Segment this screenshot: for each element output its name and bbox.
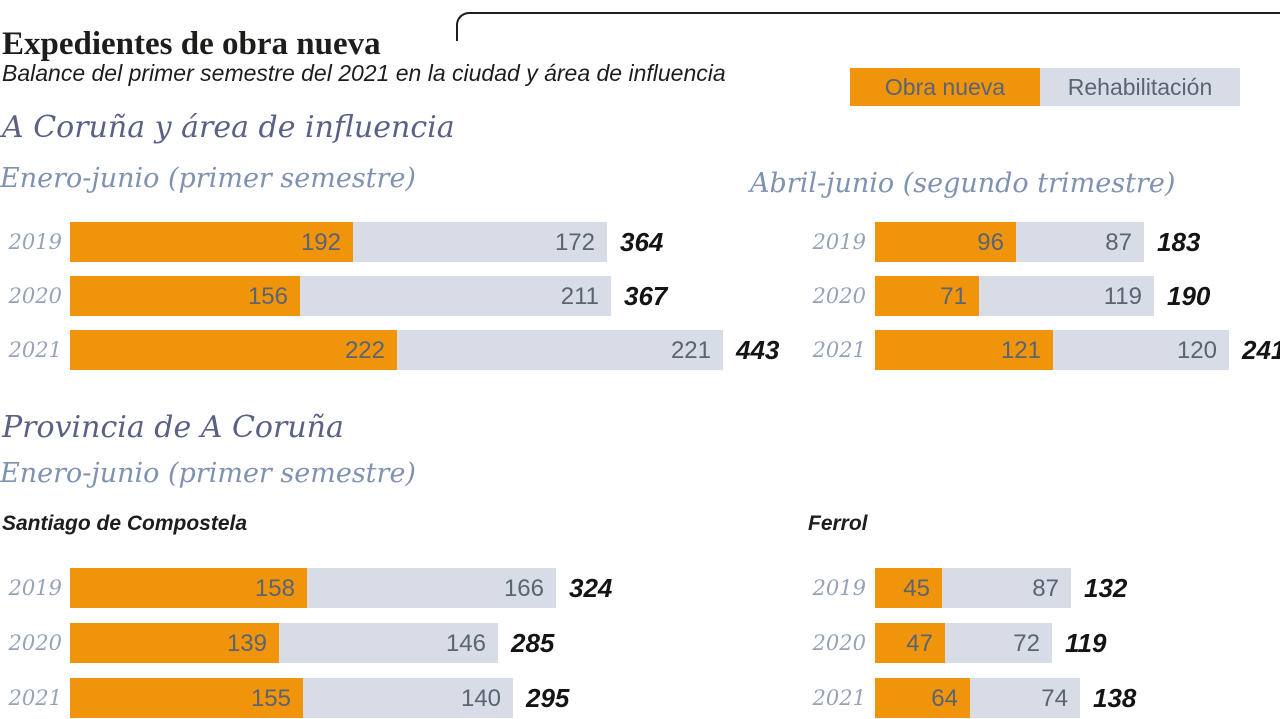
total-label: 364: [620, 226, 664, 257]
year-label: 2020: [812, 284, 866, 308]
rehabilitacion-bar-segment: 119: [979, 276, 1154, 316]
total-label: 285: [511, 627, 555, 658]
year-label: 2019: [8, 230, 62, 254]
year-label: 2021: [812, 686, 866, 710]
chart-subtitle-enero-junio: Enero-junio (primer semestre): [0, 163, 416, 194]
bar-row: 2020 71 119 190: [740, 276, 1280, 316]
stacked-bar: 96 87: [875, 222, 1144, 262]
section-title-provincia: Provincia de A Coruña: [2, 410, 344, 445]
chart-subtitle-abril-junio: Abril-junio (segundo trimestre): [750, 168, 1176, 199]
chart-coruna-enero-junio: 2019 192 172 364 2020 156 211 367 2021 222 221 443: [0, 222, 779, 384]
obra-nueva-bar-segment: 222: [70, 330, 397, 370]
page-subtitle: Balance del primer semestre del 2021 en …: [2, 60, 726, 86]
stacked-bar: 45 87: [875, 568, 1071, 608]
rehabilitacion-bar-segment: 211: [300, 276, 611, 316]
section-subtitle-enero-junio: Enero-junio (primer semestre): [0, 458, 416, 489]
total-label: 138: [1093, 682, 1137, 713]
total-label: 132: [1084, 572, 1128, 603]
obra-nueva-bar-segment: 192: [70, 222, 353, 262]
total-label: 367: [624, 280, 668, 311]
bar-row: 2019 45 87 132: [740, 568, 1136, 608]
obra-nueva-bar-segment: 71: [875, 276, 979, 316]
city-label-ferrol: Ferrol: [808, 512, 868, 535]
stacked-bar: 156 211: [70, 276, 611, 316]
bar-row: 2020 139 146 285: [0, 623, 612, 663]
stacked-bar: 222 221: [70, 330, 723, 370]
legend-item-rehabilitacion: Rehabilitación: [1040, 68, 1240, 106]
bar-row: 2021 155 140 295: [0, 678, 612, 718]
total-label: 324: [569, 572, 613, 603]
year-label: 2019: [812, 576, 866, 600]
chart-ferrol: 2019 45 87 132 2020 47 72 119 2021 64 74 138: [740, 568, 1136, 719]
bar-row: 2019 158 166 324: [0, 568, 612, 608]
obra-nueva-bar-segment: 156: [70, 276, 300, 316]
bar-row: 2021 64 74 138: [740, 678, 1136, 718]
total-label: 183: [1157, 226, 1201, 257]
bar-row: 2021 222 221 443: [0, 330, 779, 370]
stacked-bar: 158 166: [70, 568, 556, 608]
rehabilitacion-bar-segment: 140: [303, 678, 513, 718]
rehabilitacion-bar-segment: 87: [942, 568, 1071, 608]
stacked-bar: 47 72: [875, 623, 1052, 663]
obra-nueva-bar-segment: 139: [70, 623, 279, 663]
year-label: 2020: [8, 284, 62, 308]
legend-item-obra-nueva: Obra nueva: [850, 68, 1040, 106]
year-label: 2020: [812, 631, 866, 655]
year-label: 2019: [8, 576, 62, 600]
rehabilitacion-bar-segment: 221: [397, 330, 723, 370]
stacked-bar: 192 172: [70, 222, 607, 262]
city-label-santiago: Santiago de Compostela: [2, 512, 248, 535]
rehabilitacion-bar-segment: 74: [970, 678, 1080, 718]
bar-row: 2020 156 211 367: [0, 276, 779, 316]
year-label: 2021: [8, 686, 62, 710]
obra-nueva-bar-segment: 47: [875, 623, 945, 663]
stacked-bar: 139 146: [70, 623, 498, 663]
stacked-bar: 155 140: [70, 678, 513, 718]
total-label: 443: [736, 334, 780, 365]
rehabilitacion-bar-segment: 120: [1053, 330, 1229, 370]
total-label: 241: [1242, 334, 1280, 365]
year-label: 2020: [8, 631, 62, 655]
chart-santiago: 2019 158 166 324 2020 139 146 285 2021 155 140 295: [0, 568, 612, 719]
bar-row: 2019 96 87 183: [740, 222, 1280, 262]
year-label: 2021: [8, 338, 62, 362]
rehabilitacion-bar-segment: 72: [945, 623, 1052, 663]
total-label: 190: [1167, 280, 1211, 311]
rehabilitacion-bar-segment: 87: [1016, 222, 1144, 262]
bar-row: 2019 192 172 364: [0, 222, 779, 262]
obra-nueva-bar-segment: 64: [875, 678, 970, 718]
rehabilitacion-bar-segment: 166: [307, 568, 556, 608]
section-title-coruna: A Coruña y área de influencia: [2, 110, 455, 145]
title-bracket-line: [456, 12, 1280, 41]
legend: Obra nueva Rehabilitación: [850, 68, 1240, 106]
total-label: 119: [1065, 627, 1107, 658]
obra-nueva-bar-segment: 155: [70, 678, 303, 718]
obra-nueva-bar-segment: 96: [875, 222, 1016, 262]
stacked-bar: 64 74: [875, 678, 1080, 718]
rehabilitacion-bar-segment: 172: [353, 222, 607, 262]
total-label: 295: [526, 682, 570, 713]
stacked-bar: 71 119: [875, 276, 1154, 316]
year-label: 2021: [812, 338, 866, 362]
year-label: 2019: [812, 230, 866, 254]
page-title: Expedientes de obra nueva: [2, 26, 381, 63]
obra-nueva-bar-segment: 158: [70, 568, 307, 608]
rehabilitacion-bar-segment: 146: [279, 623, 498, 663]
stacked-bar: 121 120: [875, 330, 1229, 370]
obra-nueva-bar-segment: 121: [875, 330, 1053, 370]
bar-row: 2020 47 72 119: [740, 623, 1136, 663]
obra-nueva-bar-segment: 45: [875, 568, 942, 608]
